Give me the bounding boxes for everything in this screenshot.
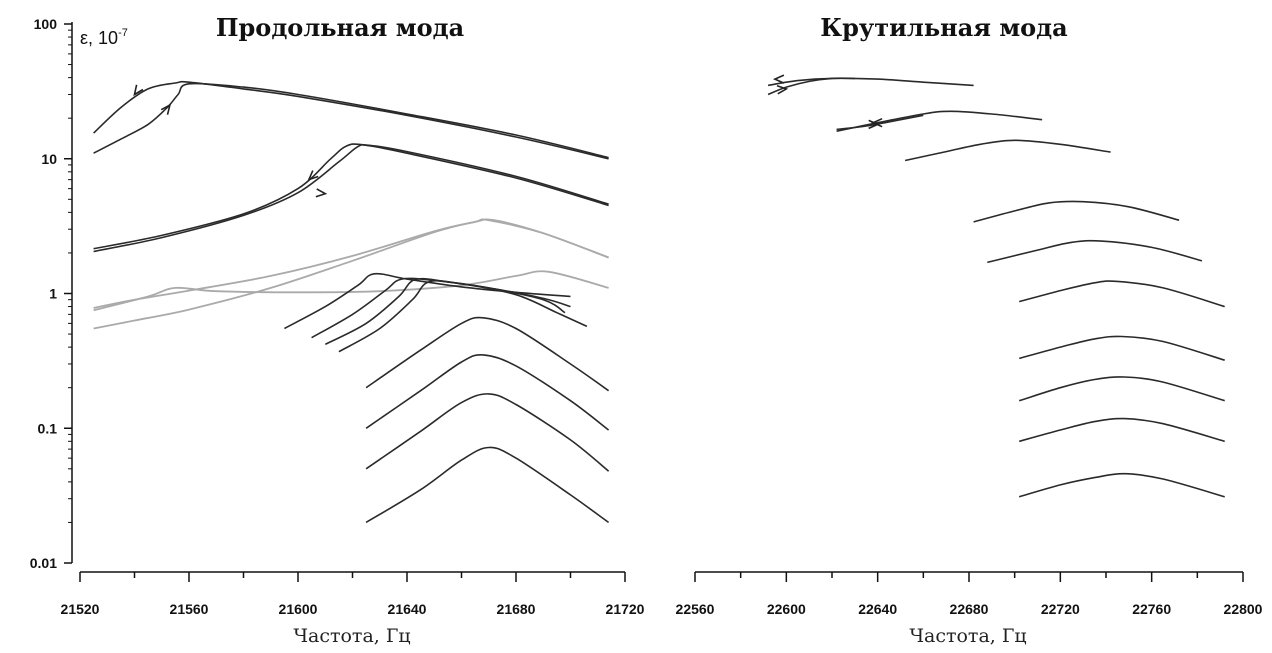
series-line-3 xyxy=(93,143,609,250)
sweep-arrow-icon xyxy=(307,170,319,181)
y-tick-label: 0.01 xyxy=(30,555,57,571)
series-line-2 xyxy=(836,110,1043,132)
x-tick-label: 21560 xyxy=(170,601,209,617)
left-y-ticks: 100 10 1 0.1 0.01 xyxy=(30,16,72,571)
y-axis-label-exponent: -7 xyxy=(118,27,128,39)
right-x-axis-label: Частота, Гц xyxy=(909,625,1026,647)
y-tick-label: 10 xyxy=(41,151,57,167)
left-curves xyxy=(93,80,610,524)
series-line-5 xyxy=(93,218,609,330)
series-line-7 xyxy=(1018,280,1225,308)
x-tick-label: 22560 xyxy=(676,601,715,617)
series-line-0 xyxy=(93,80,609,160)
left-direction-arrows xyxy=(133,84,328,198)
right-direction-arrows xyxy=(772,74,883,130)
sweep-arrow-icon xyxy=(315,188,328,198)
series-line-10 xyxy=(338,279,588,353)
series-line-1 xyxy=(93,82,609,159)
series-line-5 xyxy=(973,200,1180,223)
sweep-arrow-icon xyxy=(133,84,144,97)
sweep-arrow-icon xyxy=(776,85,789,95)
y-axis-label-main: ε, 10 xyxy=(80,28,118,48)
series-line-10 xyxy=(1018,417,1225,443)
y-tick-label: 0.1 xyxy=(38,420,58,436)
x-tick-label: 21600 xyxy=(279,601,318,617)
right-x-ticks: 22560 22600 22640 22680 22720 22760 22800 xyxy=(676,572,1263,617)
sweep-arrow-icon xyxy=(160,103,172,115)
x-tick-label: 22600 xyxy=(767,601,806,617)
x-tick-label: 21640 xyxy=(388,601,427,617)
series-line-8 xyxy=(1018,335,1225,361)
left-x-ticks: 21520 21560 21600 21640 21680 21720 xyxy=(61,572,645,617)
x-tick-label: 22760 xyxy=(1132,601,1171,617)
x-tick-label: 22640 xyxy=(858,601,897,617)
series-line-11 xyxy=(365,316,610,392)
sweep-arrow-icon xyxy=(868,119,880,130)
left-chart-title: Продольная мода xyxy=(216,13,464,42)
sweep-arrow-icon xyxy=(772,74,785,84)
x-tick-label: 22680 xyxy=(950,601,989,617)
x-tick-label: 21680 xyxy=(497,601,536,617)
series-line-9 xyxy=(324,277,566,346)
y-tick-label: 1 xyxy=(49,286,57,302)
series-line-4 xyxy=(904,139,1111,162)
x-tick-label: 22720 xyxy=(1041,601,1080,617)
right-chart-title: Крутильная мода xyxy=(820,13,1067,42)
series-line-3 xyxy=(836,114,924,131)
series-line-13 xyxy=(365,393,610,472)
right-panel: 22560 22600 22640 22680 22720 22760 22800 Крут… xyxy=(676,13,1263,647)
series-line-6 xyxy=(987,239,1203,264)
x-tick-label: 21720 xyxy=(606,601,645,617)
series-line-8 xyxy=(311,277,571,339)
series-line-1 xyxy=(767,77,855,96)
right-curves xyxy=(767,77,1225,498)
series-line-14 xyxy=(365,446,610,524)
series-line-11 xyxy=(1018,472,1225,498)
x-tick-label: 22800 xyxy=(1224,601,1263,617)
left-x-axis-label: Частота, Гц xyxy=(293,625,410,647)
x-tick-label: 21520 xyxy=(61,601,100,617)
y-axis-label: ε, 10-7 xyxy=(80,27,128,48)
series-line-6 xyxy=(93,270,609,312)
y-tick-label: 100 xyxy=(34,16,58,32)
series-line-12 xyxy=(365,353,610,431)
series-line-2 xyxy=(93,143,609,253)
series-line-9 xyxy=(1018,376,1225,402)
